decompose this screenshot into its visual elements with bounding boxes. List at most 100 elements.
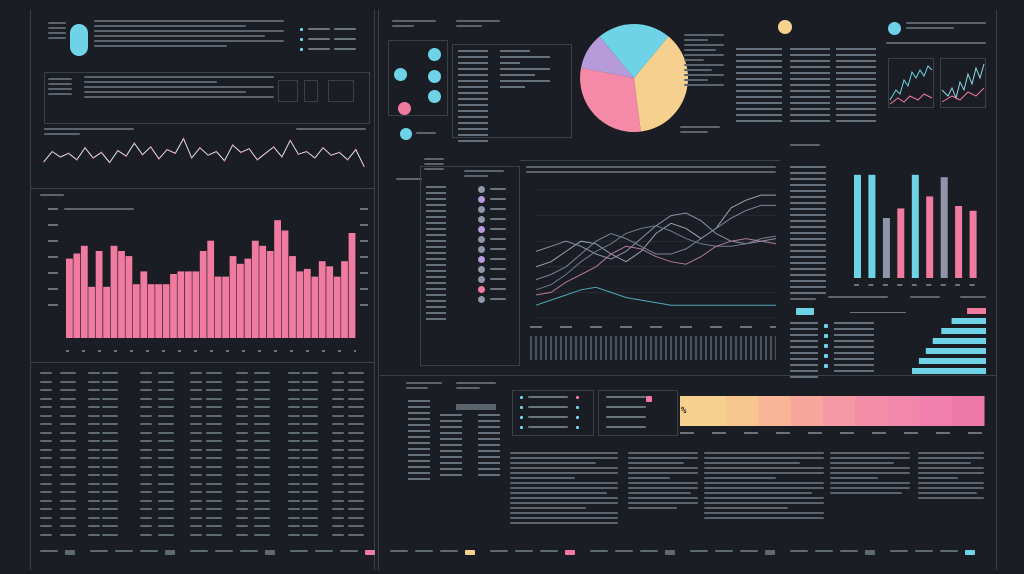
line-series [535,204,776,281]
table-cell [40,440,52,442]
text-block [84,76,274,101]
legend-marker [478,276,485,283]
chart-caption [40,194,64,199]
table-cell [40,380,52,383]
table-cell [190,448,202,451]
line-point [314,157,316,159]
bar [326,266,334,338]
table-cell [332,431,344,434]
bar [318,261,326,338]
table-cell [236,389,248,391]
table-cell [288,448,300,451]
table-cell [60,533,76,536]
table-cell [288,533,300,536]
strip-cell [951,396,985,426]
legend-label-line [490,298,506,300]
table-cell [302,474,318,476]
bar [926,196,934,278]
bar [222,276,229,338]
table-cell [206,474,222,476]
table-cell [40,457,52,459]
stats-table [790,48,830,126]
text-block [906,22,986,32]
list-column [458,50,488,146]
line-point [215,150,218,153]
text-block [790,298,816,303]
table-cell [60,423,76,425]
table-cell [302,389,318,391]
bar [110,245,118,338]
table-cell [60,499,76,502]
table-cell [88,491,100,493]
table-cell [302,423,318,425]
line-point [355,148,357,151]
table-cell [190,397,202,400]
line-point [117,149,119,152]
table-cell [158,448,174,451]
table-cell [254,397,270,400]
table-cell [60,380,76,383]
legend-marker [478,186,485,193]
footer-item [715,550,733,552]
divider-right [996,10,997,570]
table-cell [302,431,318,434]
hbar-tag [796,308,814,315]
table-cell [158,525,174,527]
strip-cell [919,396,953,426]
table-cell [254,406,270,408]
footer-item [190,550,208,552]
bar [229,256,237,338]
bubble [428,48,441,61]
bar-labels [790,166,826,298]
table-cell [254,457,270,459]
table-cell [190,491,202,493]
table-cell [158,499,174,502]
line-point [199,147,201,149]
footer-item [640,550,658,552]
table-cell [206,389,222,391]
footer-item [165,550,175,555]
table-cell [140,508,152,510]
table-cell [60,482,76,485]
right-vertical-bar-chart [854,174,977,286]
text-column [510,452,618,527]
bar [80,245,88,338]
table-cell [158,389,174,391]
table-cell [158,491,174,493]
table-cell [60,440,76,442]
bar [296,271,304,338]
table-cell [88,431,100,434]
line-series [535,212,777,260]
table-cell [102,465,118,468]
table-cell [348,474,364,476]
strip-cell [694,396,727,426]
table-cell [190,508,202,510]
text-block [886,42,986,47]
footer-item [815,550,833,552]
table-cell [190,465,202,468]
table-cell [254,440,270,442]
legend-label-line [490,228,506,230]
table-cell [190,380,202,383]
sparkline [889,65,933,105]
table-cell [332,440,344,442]
table-cell [288,508,300,510]
table-cell [348,389,364,391]
divider-h3 [380,375,996,376]
table-cell [206,516,222,519]
center-chart-footer [530,336,776,360]
table-cell [102,499,118,502]
legend-label-line [490,188,506,190]
table-cell [348,516,364,519]
table-cell [60,448,76,451]
table-cell [190,482,202,485]
list-column [500,50,550,92]
table-cell [40,525,52,527]
table-cell [302,482,318,485]
bar [73,253,81,338]
table-cell [254,491,270,493]
bar [192,271,200,338]
table-cell [102,380,118,383]
bar [185,271,192,338]
table-cell [332,465,344,468]
